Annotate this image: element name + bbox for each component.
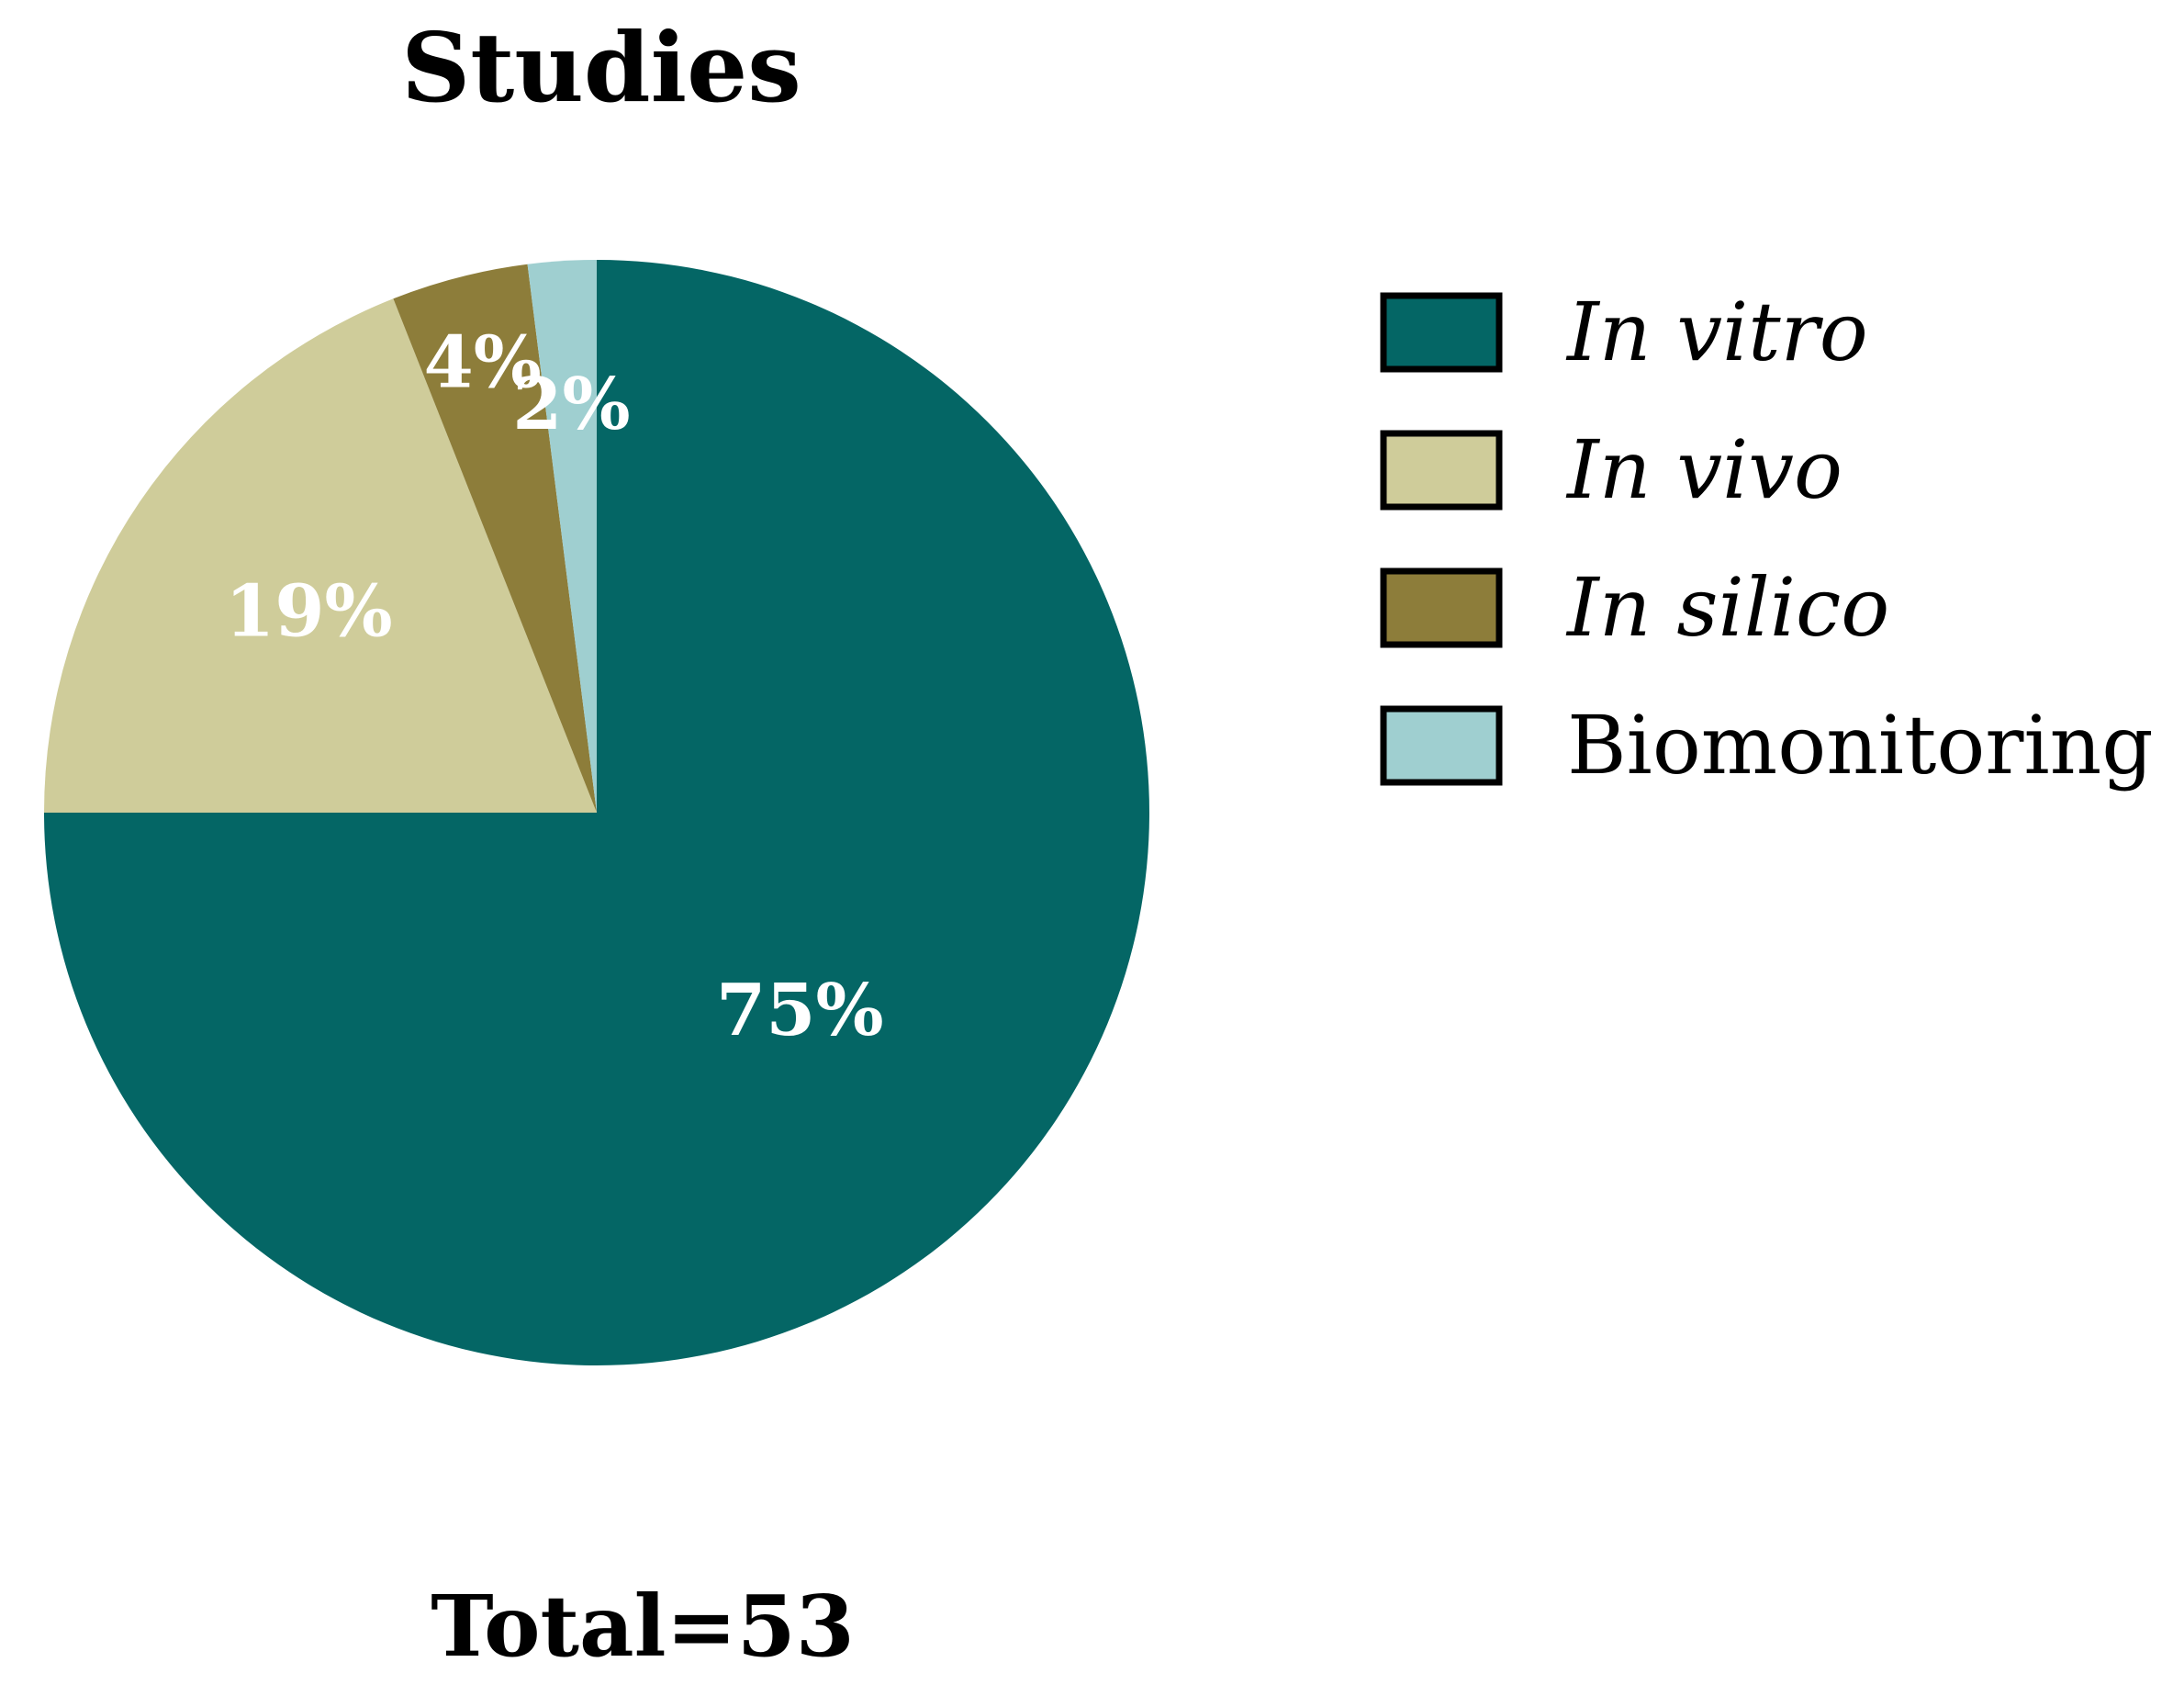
slice-label-in-silico: 4% bbox=[424, 321, 542, 405]
legend-label-biomonitoring: Biomonitoring bbox=[1567, 698, 2154, 792]
pie-slice-biomonitoring bbox=[527, 260, 597, 813]
pie-slice-in-silico bbox=[393, 264, 597, 813]
legend-label-in-vitro: In vitro bbox=[1565, 285, 1868, 379]
pie-slice-labels: 75% 19% 4%2% bbox=[225, 321, 884, 1052]
chart-title: Studies bbox=[401, 11, 801, 124]
slice-label-in-vitro: 75% bbox=[716, 969, 884, 1052]
legend-swatch-in-vitro bbox=[1380, 292, 1503, 373]
legend: In vitro In vivo In silico Biomonitoring bbox=[1380, 285, 2154, 792]
legend-swatch-in-silico bbox=[1380, 567, 1503, 648]
legend-label-in-vivo: In vivo bbox=[1565, 422, 1842, 517]
pie-slices bbox=[44, 260, 1149, 1365]
slice-label-in-vivo: 19% bbox=[225, 569, 393, 653]
chart-total-footer: Total=53 bbox=[431, 1577, 854, 1676]
legend-swatch-in-vivo bbox=[1380, 430, 1503, 511]
pie-slice-in-vivo bbox=[44, 298, 597, 814]
legend-swatch-biomonitoring bbox=[1380, 705, 1503, 786]
slice-label-biomonitoring: 2% bbox=[512, 363, 630, 446]
legend-label-in-silico: In silico bbox=[1565, 560, 1889, 655]
